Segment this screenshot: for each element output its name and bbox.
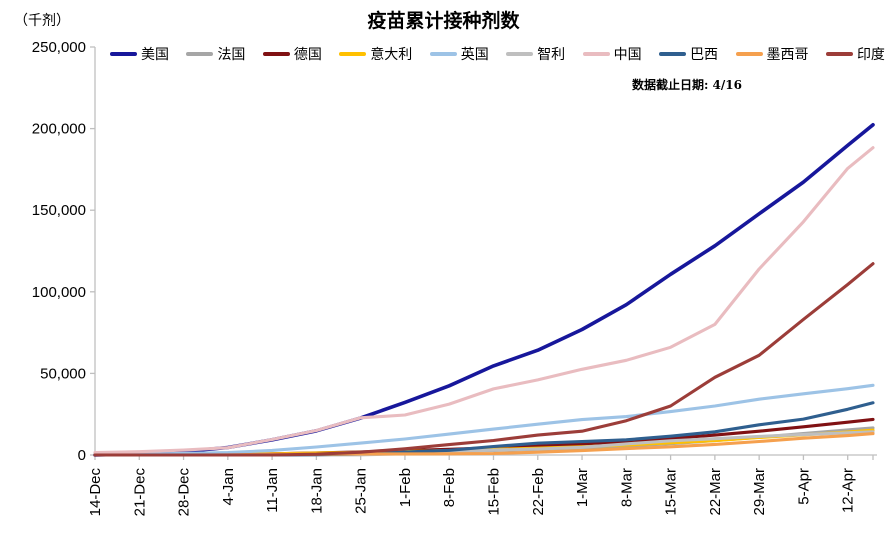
axis-lines [94,47,877,456]
series-line-india [93,262,875,457]
x-tick-label: 8-Feb [441,468,458,507]
x-tick-label: 1-Feb [397,468,414,507]
x-tick-label: 14-Dec [87,468,104,517]
legend-swatch-italy [339,52,367,56]
x-tick-label: 15-Feb [485,468,502,516]
legend-item-brazil: 巴西 [659,44,718,64]
legend-label-india: 印度 [856,47,885,63]
legend: 美国 法国 德国 意大利 英国 智利 中国 巴西 墨西哥 印度 [110,44,885,64]
legend-swatch-india [825,52,853,56]
x-tick-label: 18-Jan [308,468,325,514]
legend-item-italy: 意大利 [339,44,412,64]
legend-swatch-mexico [735,52,763,56]
legend-swatch-brazil [659,52,687,56]
legend-swatch-china [582,52,610,56]
data-cutoff-note: 数据截止日期: 4/16 [631,78,742,92]
y-tick-label: 100,000 [32,284,86,301]
y-tick-label: 250,000 [32,39,86,56]
legend-label-usa: 美国 [141,47,169,63]
legend-label-chile: 智利 [537,47,566,63]
legend-label-france: 法国 [217,47,246,63]
legend-item-germany: 德国 [262,44,322,64]
series-line-china [93,146,875,455]
legend-swatch-chile [506,52,534,56]
legend-label-brazil: 巴西 [690,47,719,63]
y-tick-label: 50,000 [40,365,86,382]
legend-label-italy: 意大利 [370,47,413,63]
legend-item-usa: 美国 [110,44,169,64]
legend-item-india: 印度 [825,44,885,64]
legend-item-mexico: 墨西哥 [735,44,809,64]
legend-label-china: 中国 [613,47,642,63]
legend-item-china: 中国 [582,44,642,64]
x-tick-label: 28-Dec [176,468,193,517]
y-tick-label: 0 [78,447,86,464]
x-tick-label: 29-Mar [751,468,768,516]
y-axis-unit-label: （千剂） [14,13,70,29]
legend-item-france: 法国 [186,44,245,64]
legend-swatch-france [186,52,214,56]
x-tick-label: 5-Apr [795,468,812,505]
x-tick-label: 8-Mar [618,468,635,507]
x-tick-label: 15-Mar [663,468,680,516]
legend-label-germany: 德国 [293,47,322,63]
x-tick-label: 4-Jan [220,468,237,506]
x-tick-label: 22-Mar [707,468,724,516]
chart-title: 疫苗累计接种剂数 [367,10,520,32]
x-tick-label: 12-Apr [840,468,857,513]
x-tick-label: 21-Dec [131,468,148,517]
legend-swatch-germany [262,52,290,56]
legend-label-uk: 英国 [460,47,489,63]
series-line-uk [93,383,875,457]
series-line-usa [93,123,875,457]
x-tick-label: 22-Feb [530,468,547,516]
legend-swatch-usa [110,52,137,56]
legend-label-mexico: 墨西哥 [766,47,809,63]
legend-item-uk: 英国 [429,44,489,64]
y-tick-label: 200,000 [32,121,86,138]
x-tick-label: 1-Mar [574,468,591,507]
y-tick-label: 150,000 [32,202,86,219]
legend-swatch-uk [429,52,457,56]
x-tick-label: 11-Jan [264,468,281,513]
x-tick-label: 25-Jan [353,468,370,514]
legend-item-chile: 智利 [506,44,565,64]
